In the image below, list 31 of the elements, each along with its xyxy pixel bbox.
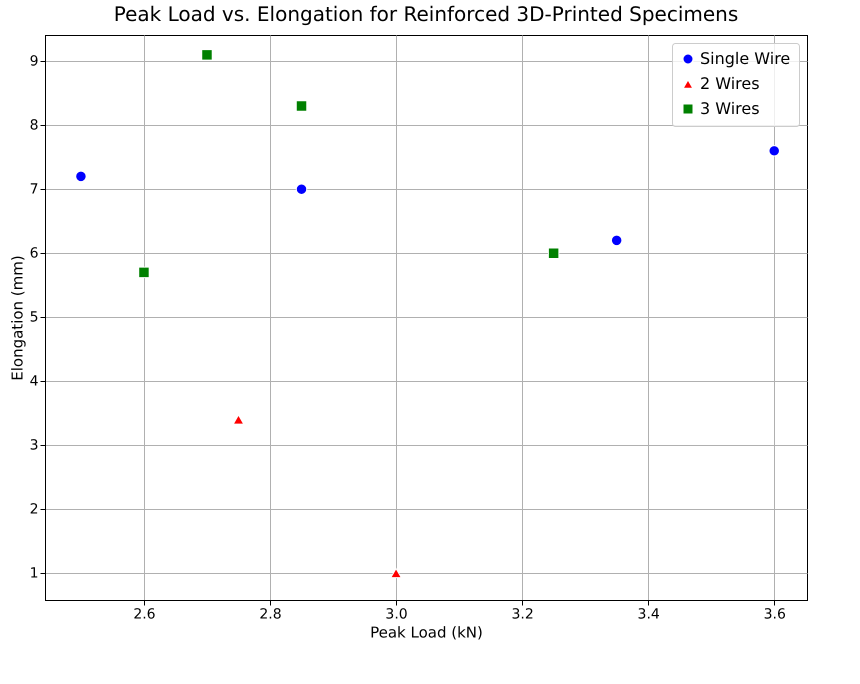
x-tick-label: 3.6 (764, 606, 786, 622)
y-axis-title: Elongation (mm) (8, 255, 27, 381)
point (138, 266, 150, 278)
point (548, 247, 560, 259)
point (768, 145, 780, 157)
x-axis-title: Peak Load (kN) (370, 624, 483, 642)
y-tick-label: 1 (30, 566, 38, 582)
point (296, 183, 308, 195)
legend-label: 2 Wires (700, 74, 760, 93)
y-tick-label: 4 (30, 374, 39, 390)
chart-title: Peak Load vs. Elongation for Reinforced 3D-Printed Specimens (114, 2, 738, 26)
y-tick-label: 6 (30, 246, 39, 262)
legend-label: Single Wire (700, 49, 790, 68)
point (201, 49, 213, 61)
point (296, 100, 308, 112)
x-tick-label: 3.2 (511, 606, 534, 622)
y-tick-label: 2 (30, 502, 38, 518)
x-tick-label: 2.8 (259, 606, 282, 622)
point (75, 170, 87, 182)
point (232, 414, 244, 425)
x-tick-label: 3.4 (638, 606, 660, 622)
y-tick-label: 3 (30, 438, 38, 454)
y-tick-label: 8 (30, 118, 38, 134)
x-tick-label: 3.0 (385, 606, 408, 622)
x-tick-label: 2.6 (133, 606, 156, 622)
y-tick-label: 5 (30, 310, 38, 326)
point (610, 234, 622, 246)
y-tick-label: 7 (30, 182, 38, 198)
legend-label: 3 Wires (700, 99, 760, 118)
point (390, 568, 402, 578)
y-tick-label: 9 (30, 54, 38, 70)
